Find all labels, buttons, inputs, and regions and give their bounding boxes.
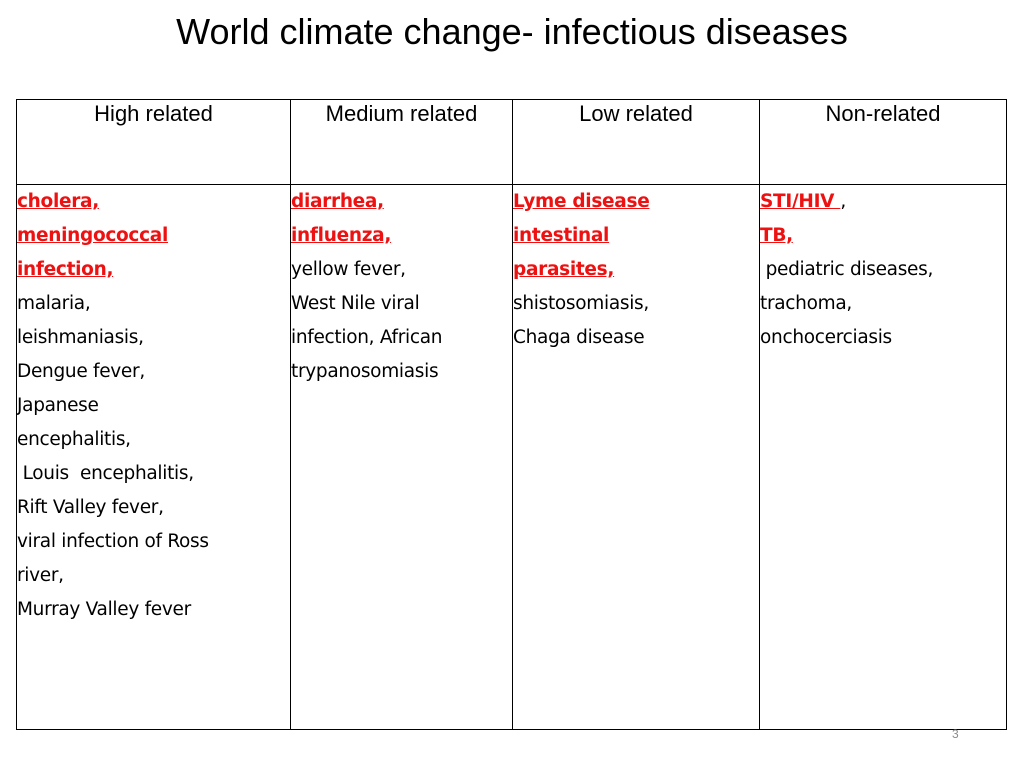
disease-line: TB, <box>760 219 1006 253</box>
disease-line: infection, <box>17 253 290 287</box>
disease-line: viral infection of Ross <box>17 525 290 559</box>
disease-line: cholera, <box>17 185 290 219</box>
disease-text: trachoma, <box>760 293 852 314</box>
line-suffix: , <box>840 191 846 212</box>
disease-text: onchocerciasis <box>760 327 892 348</box>
disease-line: Japanese <box>17 389 290 423</box>
disease-line: yellow fever, <box>291 253 512 287</box>
disease-text: Dengue fever, <box>17 361 145 382</box>
highlighted-disease: STI/HIV <box>760 191 841 212</box>
disease-text: Louis encephalitis, <box>17 463 195 484</box>
disease-line: shistosomiasis, <box>513 287 759 321</box>
highlighted-disease: diarrhea, <box>291 191 384 212</box>
disease-text: trypanosomiasis <box>291 361 439 382</box>
disease-line: leishmaniasis, <box>17 321 290 355</box>
disease-table: High related Medium related Low related … <box>16 99 1007 730</box>
disease-line: influenza, <box>291 219 512 253</box>
cell-high-related: cholera, meningococcal infection, malaria, l… <box>16 184 291 730</box>
highlighted-disease: influenza, <box>291 225 392 246</box>
highlighted-disease: infection, <box>17 259 114 280</box>
disease-text: river, <box>17 565 64 586</box>
slide-title: World climate change- infectious disease… <box>176 11 848 52</box>
highlighted-disease: cholera, <box>17 191 99 212</box>
disease-line: intestinal <box>513 219 759 253</box>
disease-line: Murray Valley fever <box>17 593 290 627</box>
disease-text: shistosomiasis, <box>513 293 649 314</box>
disease-line: encephalitis, <box>17 423 290 457</box>
header-row: High related Medium related Low related … <box>16 99 1007 185</box>
disease-text: leishmaniasis, <box>17 327 144 348</box>
disease-line: trachoma, <box>760 287 1006 321</box>
highlighted-disease: intestinal <box>513 225 610 246</box>
highlighted-disease: parasites, <box>513 259 615 280</box>
disease-line: river, <box>17 559 290 593</box>
disease-line: Chaga disease <box>513 321 759 355</box>
disease-line: meningococcal <box>17 219 290 253</box>
disease-line: West Nile viral <box>291 287 512 321</box>
header-non-related: Non-related <box>759 99 1007 185</box>
disease-text: Murray Valley fever <box>17 599 191 620</box>
disease-text: infection, African <box>291 327 443 348</box>
disease-text: Japanese <box>17 395 99 416</box>
disease-line: infection, African <box>291 321 512 355</box>
disease-line: diarrhea, <box>291 185 512 219</box>
disease-line: Rift Valley fever, <box>17 491 290 525</box>
header-medium-related: Medium related <box>290 99 513 185</box>
cell-medium-related: diarrhea, influenza, yellow fever, West Nil… <box>290 184 513 730</box>
highlighted-disease: Lyme disease <box>513 191 650 212</box>
disease-line: Lyme disease <box>513 185 759 219</box>
disease-text: West Nile viral <box>291 293 420 314</box>
disease-line: parasites, <box>513 253 759 287</box>
disease-line: trypanosomiasis <box>291 355 512 389</box>
cell-low-related: Lyme disease intestinal parasites, shistoso… <box>512 184 760 730</box>
disease-line: Dengue fever, <box>17 355 290 389</box>
disease-text: viral infection of Ross <box>17 531 209 552</box>
disease-text: yellow fever, <box>291 259 406 280</box>
disease-line: STI/HIV , <box>760 185 1006 219</box>
body-row: cholera, meningococcal infection, malaria, l… <box>16 184 1007 730</box>
disease-line: Louis encephalitis, <box>17 457 290 491</box>
header-low-related: Low related <box>512 99 760 185</box>
disease-text: Chaga disease <box>513 327 645 348</box>
disease-text: Rift Valley fever, <box>17 497 164 518</box>
header-high-related: High related <box>16 99 291 185</box>
disease-line: pediatric diseases, <box>760 253 1006 287</box>
disease-line: onchocerciasis <box>760 321 1006 355</box>
disease-text: malaria, <box>17 293 91 314</box>
highlighted-disease: TB, <box>760 225 793 246</box>
highlighted-disease: meningococcal <box>17 225 168 246</box>
disease-line: malaria, <box>17 287 290 321</box>
disease-text: pediatric diseases, <box>760 259 934 280</box>
disease-text: encephalitis, <box>17 429 131 450</box>
slide-number: 3 <box>952 727 959 741</box>
cell-non-related: STI/HIV , TB, pediatric diseases, trachoma… <box>759 184 1007 730</box>
